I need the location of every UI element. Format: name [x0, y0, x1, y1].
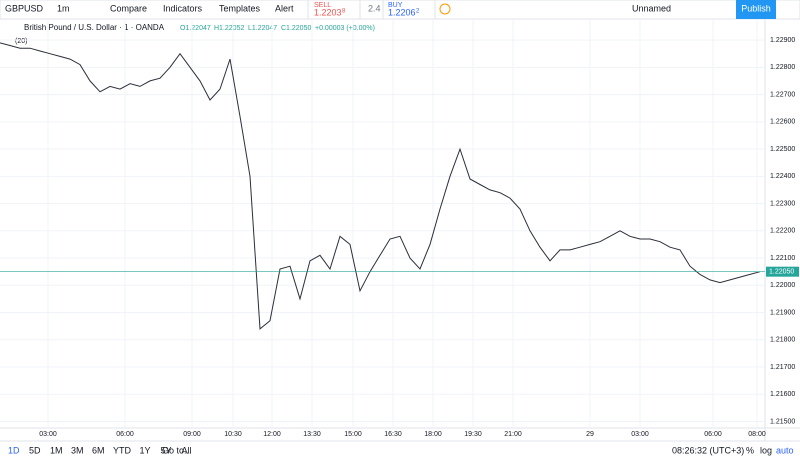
templates[interactable]: Templates	[219, 3, 261, 13]
interval[interactable]: 1m	[57, 3, 70, 13]
price-line	[0, 42, 761, 330]
last-price-box	[766, 266, 799, 277]
x-tick-label: 10:30	[224, 431, 242, 438]
x-tick-label: 13:30	[303, 431, 321, 438]
legend-close: C1.22050	[281, 25, 311, 32]
y-tick-label: 1.22800	[770, 64, 795, 71]
buy-price: 1.2206	[388, 7, 416, 17]
buy-pip: 2	[416, 9, 420, 15]
bottom-bar: 1D 5D 1M 3M 6M YTD 1Y 5Y All	[8, 445, 192, 455]
sell-label: SELL	[314, 2, 331, 9]
percent-toggle[interactable]: %	[746, 445, 754, 455]
y-tick-label: 1.22100	[770, 255, 795, 262]
alert[interactable]: Alert	[275, 3, 294, 13]
range-button[interactable]: 1M	[50, 445, 63, 455]
range-button[interactable]: YTD	[113, 445, 132, 455]
sell-price: 1.2203	[314, 7, 342, 17]
publish-label: Publish	[741, 3, 771, 13]
y-tick-label: 1.22400	[770, 173, 795, 180]
range-button[interactable]: 1D	[8, 445, 20, 455]
sell-button[interactable]	[307, 0, 361, 20]
y-tick-label: 1.21800	[770, 337, 795, 344]
spread: 2.4	[368, 3, 381, 13]
range-button[interactable]: 3M	[71, 445, 84, 455]
info-icon[interactable]	[439, 3, 451, 15]
x-tick-label: 18:00	[424, 431, 442, 438]
sell-pip: 8	[342, 9, 346, 15]
range-button[interactable]: 1Y	[140, 445, 151, 455]
x-tick-label: 21:00	[504, 431, 522, 438]
x-tick-label: 08:00	[748, 431, 766, 438]
log-toggle[interactable]: log	[760, 445, 772, 455]
x-tick-label: 06:00	[704, 431, 722, 438]
y-tick-label: 1.22300	[770, 200, 795, 207]
x-tick-label: 09:00	[183, 431, 201, 438]
last-price-label: 1.22050	[769, 269, 794, 276]
legend-name: British Pound / U.S. Dollar · 1 · OANDA	[24, 23, 165, 32]
y-tick-label: 1.22700	[770, 91, 795, 98]
legend-high: H1.22052	[214, 25, 244, 32]
legend-volume: (20)	[15, 38, 27, 45]
x-tick-label: 19:30	[464, 431, 482, 438]
goto[interactable]: Go to...	[162, 445, 192, 455]
buy-button[interactable]	[382, 0, 436, 20]
y-tick-label: 1.22500	[770, 146, 795, 153]
clock: 08:26:32 (UTC+3)	[672, 445, 744, 455]
range-button[interactable]: All	[182, 445, 192, 455]
x-tick-label: 06:00	[116, 431, 134, 438]
x-tick-label: 15:00	[344, 431, 362, 438]
legend-open: O1.22047	[180, 25, 211, 32]
publish-button[interactable]	[736, 0, 776, 19]
x-tick-label: 29	[586, 431, 594, 438]
y-tick-label: 1.21500	[770, 418, 795, 425]
legend-change: +0.00003 (+0.00%)	[315, 25, 375, 32]
y-tick-label: 1.22900	[770, 37, 795, 44]
symbol[interactable]: GBPUSD	[5, 3, 44, 13]
x-tick-label: 16:30	[384, 431, 402, 438]
y-tick-label: 1.22600	[770, 119, 795, 126]
indicators[interactable]: Indicators	[163, 3, 203, 13]
range-button[interactable]: 5D	[29, 445, 41, 455]
range-button[interactable]: 6M	[92, 445, 105, 455]
y-tick-label: 1.21600	[770, 391, 795, 398]
auto-toggle[interactable]: auto	[776, 445, 794, 455]
legend-low: L1.22047	[248, 25, 277, 32]
y-tick-label: 1.22000	[770, 282, 795, 289]
range-button[interactable]: 5Y	[161, 445, 172, 455]
x-tick-label: 12:00	[263, 431, 281, 438]
layout-name[interactable]: Unnamed	[632, 3, 671, 13]
x-tick-label: 03:00	[631, 431, 649, 438]
compare[interactable]: Compare	[110, 3, 147, 13]
y-tick-label: 1.22200	[770, 228, 795, 235]
buy-label: BUY	[388, 2, 403, 9]
y-tick-label: 1.21700	[770, 364, 795, 371]
x-tick-label: 03:00	[39, 431, 57, 438]
y-tick-label: 1.21900	[770, 309, 795, 316]
